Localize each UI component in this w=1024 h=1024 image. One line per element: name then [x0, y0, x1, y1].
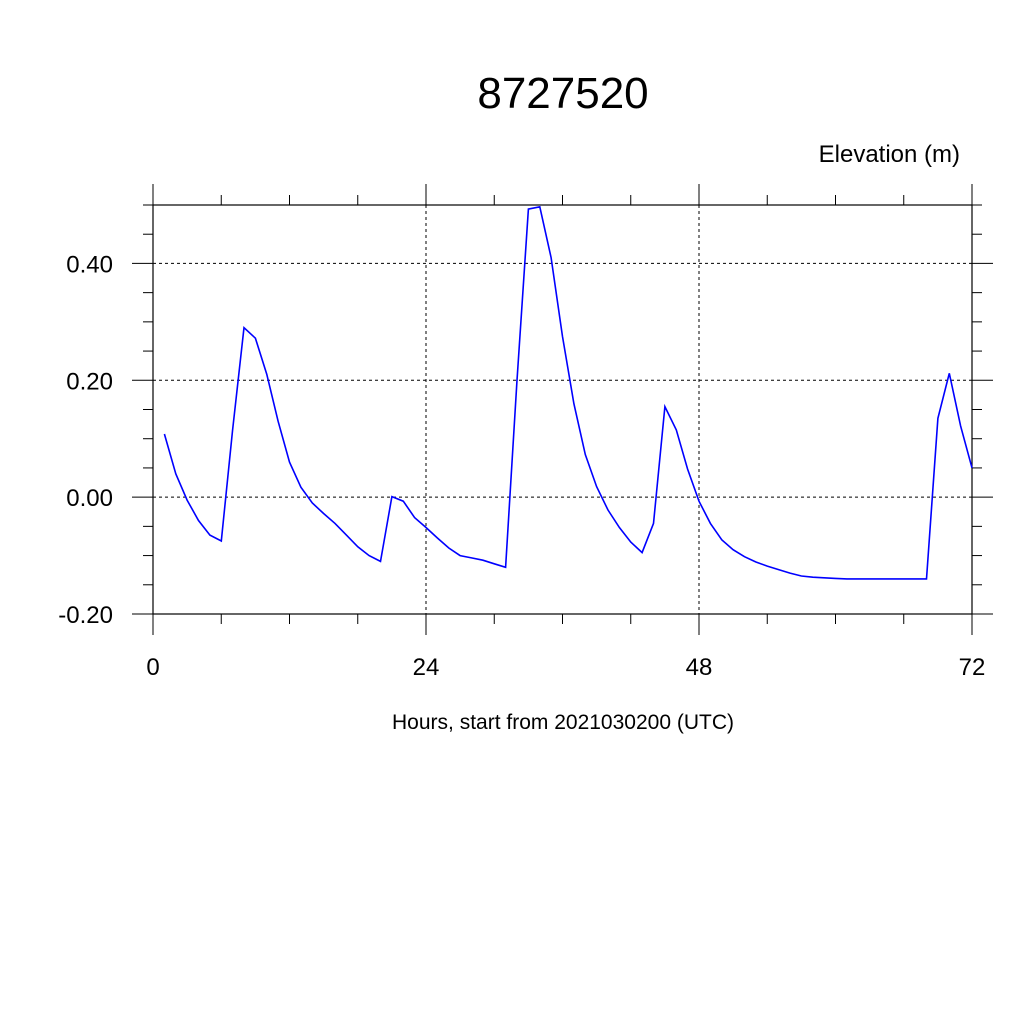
y-tick-label: 0.20: [66, 368, 113, 395]
x-axis-label: Hours, start from 2021030200 (UTC): [392, 711, 734, 734]
chart-title: 8727520: [477, 69, 648, 118]
minor-ticks: [143, 195, 982, 624]
y-tick-label: -0.20: [58, 602, 113, 629]
y-tick-label: 0.40: [66, 251, 113, 278]
y-tick-labels: -0.20 0.00 0.20 0.40: [58, 251, 113, 629]
x-tick-label: 24: [413, 654, 440, 681]
x-tick-labels: 0 24 48 72: [146, 654, 985, 681]
x-tick-label: 0: [146, 654, 159, 681]
series-group: [163, 205, 973, 580]
y-tick-label: 0.00: [66, 485, 113, 512]
plot-frame: [152, 204, 973, 615]
y-axis-units-label: Elevation (m): [819, 141, 960, 168]
series-line: [163, 205, 973, 580]
x-tick-label: 48: [686, 654, 713, 681]
x-tick-label: 72: [959, 654, 986, 681]
major-ticks: [132, 184, 993, 635]
